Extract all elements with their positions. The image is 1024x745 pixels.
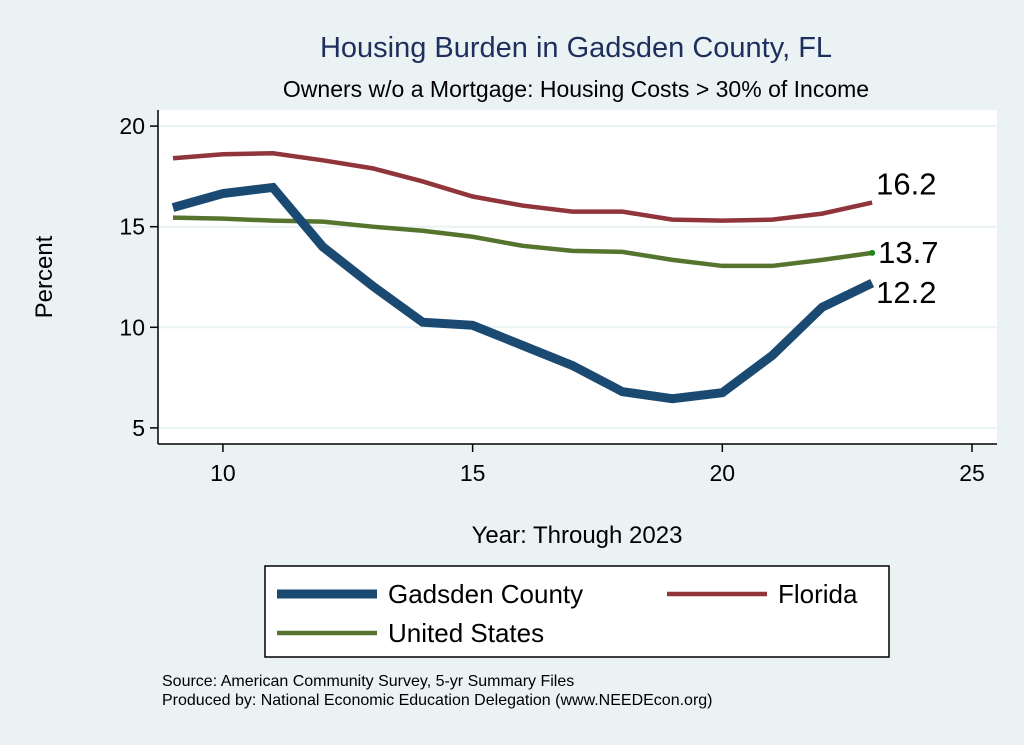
legend-label-us: United States [388,618,544,648]
end-label: 16.2 [876,167,936,202]
y-tick-label: 15 [119,214,145,240]
x-tick-label: 20 [710,460,736,486]
x-axis-label: Year: Through 2023 [472,522,683,549]
end-marker-us [869,249,876,256]
y-tick-label: 5 [132,415,145,441]
end-label: 12.2 [876,275,936,310]
legend-label-gadsden: Gadsden County [388,579,583,609]
x-tick-label: 25 [959,460,985,486]
series-line-gadsden-county [171,182,875,404]
x-tick-label: 10 [210,460,236,486]
legend-label-florida: Florida [778,579,858,609]
source-note: Source: American Community Survey, 5-yr … [162,673,574,690]
legend: Gadsden County Florida United States [264,565,890,658]
y-tick-label: 20 [119,113,145,139]
plot-area [158,110,997,444]
chart-subtitle: Owners w/o a Mortgage: Housing Costs > 3… [283,76,869,102]
y-tick-label: 10 [119,314,145,340]
legend-box [264,565,890,658]
chart-title: Housing Burden in Gadsden County, FL [320,32,832,64]
producer-note: Produced by: National Economic Education… [162,692,713,709]
y-axis-label: Percent [31,235,58,318]
x-tick-label: 15 [460,460,486,486]
series-line-florida [172,151,873,223]
series-line-united-states [172,215,873,269]
end-label: 13.7 [878,235,938,270]
